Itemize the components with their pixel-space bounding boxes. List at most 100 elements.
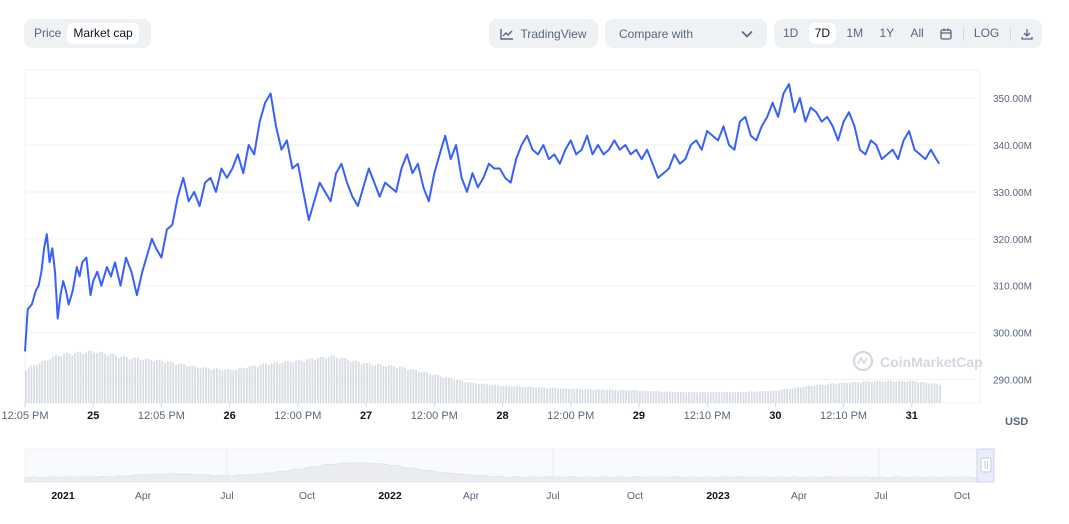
volume-bar xyxy=(387,365,390,403)
tab-market-cap[interactable]: Market cap xyxy=(67,23,139,44)
volume-bar xyxy=(218,368,221,403)
volume-bar xyxy=(87,350,90,403)
volume-bar xyxy=(554,388,557,403)
volume-bar xyxy=(573,388,576,403)
volume-bar xyxy=(726,391,729,403)
chevron-down-icon xyxy=(741,30,753,38)
volume-bar xyxy=(442,377,445,403)
navigator-tick-label: Jul xyxy=(546,490,559,502)
chart-type-tabs: Price Market cap xyxy=(24,19,151,48)
x-tick-label: 26 xyxy=(224,410,236,422)
compare-with-dropdown[interactable]: Compare with xyxy=(605,19,767,48)
volume-bar xyxy=(325,358,327,403)
volume-bar xyxy=(862,381,865,403)
volume-bar xyxy=(939,384,941,403)
volume-bar xyxy=(821,384,824,403)
tab-price[interactable]: Price xyxy=(34,26,62,40)
volume-bar xyxy=(737,391,739,403)
volume-bar xyxy=(636,390,638,403)
x-tick-label: 12:10 PM xyxy=(820,410,867,422)
volume-bar xyxy=(295,360,297,403)
volume-bar xyxy=(382,366,385,403)
volume-bar xyxy=(791,388,794,403)
volume-bar xyxy=(720,392,723,403)
tradingview-button[interactable]: TradingView xyxy=(489,19,598,48)
volume-bar xyxy=(546,388,548,403)
volume-bar xyxy=(480,383,483,403)
volume-bar xyxy=(764,391,767,403)
volume-bar xyxy=(248,366,251,403)
volume-bar xyxy=(685,392,688,403)
range-navigator[interactable]: 2021 Apr Jul Oct 2022 Apr Jul Oct 2023 Apr Jul Oct xyxy=(24,448,995,502)
volume-bar xyxy=(663,391,666,403)
volume-bar xyxy=(780,389,783,403)
volume-bar xyxy=(527,386,529,403)
volume-bar xyxy=(587,388,589,403)
volume-bar xyxy=(407,370,409,403)
volume-bar xyxy=(281,362,284,403)
volume-bar xyxy=(865,381,868,403)
volume-bar xyxy=(142,359,145,403)
volume-bar xyxy=(696,392,699,403)
volume-bar xyxy=(352,360,355,403)
volume-bar xyxy=(259,364,262,403)
volume-bar xyxy=(723,391,726,403)
volume-bar xyxy=(619,389,622,403)
volume-bar xyxy=(464,382,467,403)
y-tick-label: 290.00M xyxy=(993,376,1032,387)
volume-bar xyxy=(543,387,546,403)
volume-bar xyxy=(98,351,101,403)
navigator-tick-label: 2022 xyxy=(378,490,402,502)
range-1d[interactable]: 1D xyxy=(783,26,799,40)
volume-bar xyxy=(177,364,180,403)
volume-bar xyxy=(469,382,472,403)
volume-bar xyxy=(366,363,368,403)
volume-bar xyxy=(598,389,600,403)
volume-bar xyxy=(898,380,900,403)
volume-bar xyxy=(423,371,426,403)
range-1y[interactable]: 1Y xyxy=(879,26,895,40)
volume-bar xyxy=(668,391,671,403)
range-1m[interactable]: 1M xyxy=(846,26,864,40)
x-tick-label: 12:00 PM xyxy=(411,410,458,422)
volume-bar xyxy=(488,385,491,403)
volume-bar xyxy=(109,353,112,403)
volume-bar xyxy=(537,387,540,403)
range-all[interactable]: All xyxy=(910,26,924,40)
volume-bar xyxy=(854,381,857,403)
volume-bar xyxy=(813,385,816,403)
volume-bar xyxy=(881,381,884,403)
volume-bar xyxy=(497,385,499,403)
volume-bar xyxy=(437,374,439,403)
volume-bar xyxy=(38,363,41,403)
volume-bar xyxy=(769,390,772,403)
volume-bar xyxy=(835,384,838,403)
volume-bar xyxy=(385,366,387,403)
time-range-selector: 1D 7D 1M 1Y All LOG xyxy=(774,19,1042,48)
volume-bar xyxy=(216,368,218,403)
volume-bar xyxy=(316,358,319,403)
range-7d[interactable]: 7D xyxy=(808,23,837,44)
volume-bar xyxy=(622,389,625,403)
volume-bar xyxy=(633,390,636,403)
volume-bar xyxy=(112,353,115,403)
volume-bar xyxy=(778,390,780,403)
navigator-handle[interactable] xyxy=(980,457,992,473)
volume-bar xyxy=(185,366,188,403)
volume-bar xyxy=(701,391,704,403)
volume-bar xyxy=(183,364,186,403)
volume-bar xyxy=(819,384,821,403)
calendar-button[interactable] xyxy=(934,23,958,44)
volume-bar xyxy=(903,381,906,403)
volume-bar xyxy=(718,392,720,403)
download-button[interactable] xyxy=(1015,23,1039,44)
volume-bar xyxy=(322,356,325,403)
volume-bar xyxy=(647,390,649,403)
volume-bar xyxy=(398,366,401,403)
volume-bar xyxy=(360,364,363,403)
volume-bar xyxy=(426,372,428,403)
volume-bar xyxy=(783,389,786,403)
volume-bar xyxy=(682,392,685,403)
x-tick-label: 12:00 PM xyxy=(547,410,594,422)
log-scale-toggle[interactable]: LOG xyxy=(973,26,1000,40)
